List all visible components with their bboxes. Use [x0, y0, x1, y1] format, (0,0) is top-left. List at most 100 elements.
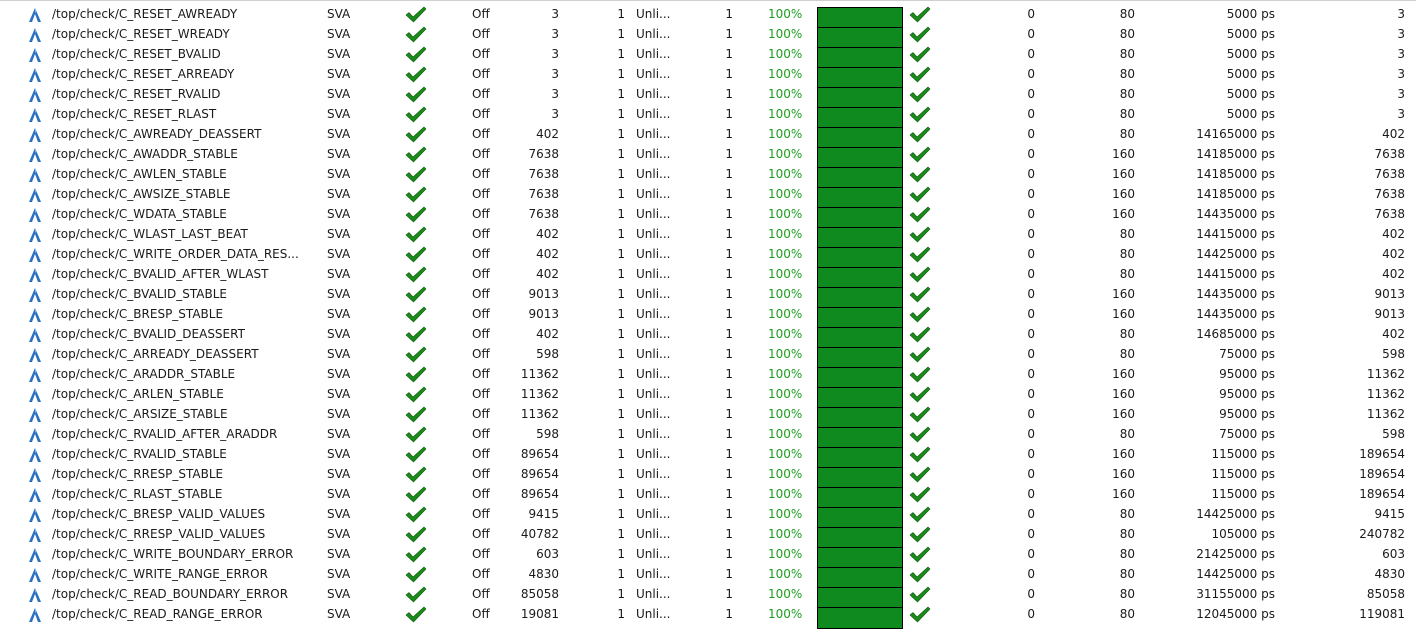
assertion-icon — [27, 247, 43, 267]
assertion-name[interactable]: /top/check/C_AWADDR_STABLE — [52, 147, 238, 161]
enable-value: Off — [472, 207, 490, 221]
green-checkmark-icon — [405, 106, 427, 126]
table-row[interactable]: /top/check/C_RVALID_AFTER_ARADDR SVA Off 59… — [0, 424, 1416, 449]
green-checkmark-icon — [405, 566, 427, 586]
table-row[interactable]: /top/check/C_WDATA_STABLE SVA Off 7638 1 Unli… — [0, 204, 1416, 229]
assertion-name[interactable]: /top/check/C_READ_BOUNDARY_ERROR — [52, 587, 289, 601]
peak-time: 14435000 ps — [1196, 307, 1275, 321]
green-checkmark-icon — [909, 506, 931, 526]
green-checkmark-icon — [909, 126, 931, 146]
table-row[interactable]: /top/check/C_RRESP_STABLE SVA Off 89654 1 Unl… — [0, 464, 1416, 489]
failure-count: 7638 — [528, 147, 559, 161]
assertion-type: SVA — [327, 247, 351, 261]
failure-count: 3 — [551, 107, 559, 121]
assertion-name[interactable]: /top/check/C_WRITE_ORDER_DATA_RES... — [52, 247, 299, 261]
assertion-name[interactable]: /top/check/C_BRESP_STABLE — [52, 307, 224, 321]
assertion-name[interactable]: /top/check/C_RLAST_STABLE — [52, 487, 223, 501]
assertion-icon — [27, 347, 43, 367]
table-row[interactable]: /top/check/C_RVALID_STABLE SVA Off 89654 1 Un… — [0, 444, 1416, 469]
assertion-name[interactable]: /top/check/C_BVALID_DEASSERT — [52, 327, 245, 341]
zero-value: 0 — [1027, 7, 1035, 21]
assertion-icon — [27, 387, 43, 407]
table-row[interactable]: /top/check/C_AWREADY_DEASSERT SVA Off 402 1 U… — [0, 124, 1416, 149]
attempt-value: 1 — [725, 287, 733, 301]
assertion-name[interactable]: /top/check/C_RESET_RVALID — [52, 87, 221, 101]
table-row[interactable]: /top/check/C_RRESP_VALID_VALUES SVA Off 407… — [0, 524, 1416, 549]
assertion-name[interactable]: /top/check/C_RRESP_VALID_VALUES — [52, 527, 266, 541]
assertion-icon — [27, 27, 43, 47]
assertion-name[interactable]: /top/check/C_WRITE_RANGE_ERROR — [52, 567, 268, 581]
assertion-name[interactable]: /top/check/C_READ_RANGE_ERROR — [52, 607, 263, 621]
table-row[interactable]: /top/check/C_RESET_BVALID SVA Off 3 1 Unli...… — [0, 44, 1416, 69]
assertion-name[interactable]: /top/check/C_BVALID_STABLE — [52, 287, 228, 301]
table-row[interactable]: /top/check/C_RESET_RLAST SVA Off 3 1 Unli... 1… — [0, 104, 1416, 129]
assertion-name[interactable]: /top/check/C_ARLEN_STABLE — [52, 387, 224, 401]
coverage-percent: 100% — [768, 207, 803, 221]
assertion-name[interactable]: /top/check/C_AWSIZE_STABLE — [52, 187, 231, 201]
coverage-percent: 100% — [768, 547, 803, 561]
table-row[interactable]: /top/check/C_RESET_ARREADY SVA Off 3 1 Unli..… — [0, 64, 1416, 89]
peak-time: 14425000 ps — [1196, 507, 1275, 521]
table-row[interactable]: /top/check/C_READ_RANGE_ERROR SVA Off 19081… — [0, 604, 1416, 629]
assertion-name[interactable]: /top/check/C_WLAST_LAST_BEAT — [52, 227, 248, 241]
table-row[interactable]: /top/check/C_BRESP_STABLE SVA Off 9013 1 Unli… — [0, 304, 1416, 329]
table-row[interactable]: /top/check/C_WRITE_RANGE_ERROR SVA Off 4830… — [0, 564, 1416, 589]
assertion-type: SVA — [327, 87, 351, 101]
table-row[interactable]: /top/check/C_WLAST_LAST_BEAT SVA Off 402 1 Un… — [0, 224, 1416, 249]
table-row[interactable]: /top/check/C_WRITE_ORDER_DATA_RES... SVA O… — [0, 244, 1416, 269]
assertion-name[interactable]: /top/check/C_RESET_RLAST — [52, 107, 217, 121]
assertion-name[interactable]: /top/check/C_RESET_AWREADY — [52, 7, 238, 21]
table-row[interactable]: /top/check/C_WRITE_BOUNDARY_ERROR SVA Off 6… — [0, 544, 1416, 569]
assertion-name[interactable]: /top/check/C_WRITE_BOUNDARY_ERROR — [52, 547, 294, 561]
table-row[interactable]: /top/check/C_AWLEN_STABLE SVA Off 7638 1 Unli… — [0, 164, 1416, 189]
table-row[interactable]: /top/check/C_BVALID_AFTER_WLAST SVA Off 402… — [0, 264, 1416, 289]
assertion-name[interactable]: /top/check/C_ARREADY_DEASSERT — [52, 347, 259, 361]
pass-count: 240782 — [1359, 527, 1405, 541]
table-row[interactable]: /top/check/C_BVALID_STABLE SVA Off 9013 1 Unl… — [0, 284, 1416, 309]
failure-count: 7638 — [528, 207, 559, 221]
assertion-name[interactable]: /top/check/C_RESET_WREADY — [52, 27, 230, 41]
assertion-name[interactable]: /top/check/C_ARADDR_STABLE — [52, 367, 236, 381]
table-row[interactable]: /top/check/C_BRESP_VALID_VALUES SVA Off 941… — [0, 504, 1416, 529]
assertion-name[interactable]: /top/check/C_AWREADY_DEASSERT — [52, 127, 262, 141]
pass-count: 11362 — [1366, 387, 1405, 401]
table-row[interactable]: /top/check/C_READ_BOUNDARY_ERROR SVA Off 85… — [0, 584, 1416, 609]
assertion-name[interactable]: /top/check/C_WDATA_STABLE — [52, 207, 227, 221]
enable-value: Off — [472, 67, 490, 81]
assertion-name[interactable]: /top/check/C_RVALID_STABLE — [52, 447, 227, 461]
pass-count: 189654 — [1359, 447, 1405, 461]
table-row[interactable]: /top/check/C_RLAST_STABLE SVA Off 89654 1 Unl… — [0, 484, 1416, 509]
table-row[interactable]: /top/check/C_ARLEN_STABLE SVA Off 11362 1 Unl… — [0, 384, 1416, 409]
assertion-name[interactable]: /top/check/C_RVALID_AFTER_ARADDR — [52, 427, 278, 441]
peak-time: 14435000 ps — [1196, 287, 1275, 301]
enable-value: Off — [472, 507, 490, 521]
green-checkmark-icon — [909, 86, 931, 106]
green-checkmark-icon — [909, 486, 931, 506]
table-row[interactable]: /top/check/C_RESET_WREADY SVA Off 3 1 Unli...… — [0, 24, 1416, 49]
green-checkmark-icon — [405, 246, 427, 266]
limit-value: 1 — [617, 547, 625, 561]
table-row[interactable]: /top/check/C_RESET_AWREADY SVA Off 3 1 Unli..… — [0, 4, 1416, 29]
table-row[interactable]: /top/check/C_ARADDR_STABLE SVA Off 11362 1 Un… — [0, 364, 1416, 389]
table-row[interactable]: /top/check/C_BVALID_DEASSERT SVA Off 402 1 Un… — [0, 324, 1416, 349]
assertion-name[interactable]: /top/check/C_BRESP_VALID_VALUES — [52, 507, 266, 521]
action-value: Unli... — [636, 7, 671, 21]
table-row[interactable]: /top/check/C_AWADDR_STABLE SVA Off 7638 1 Unl… — [0, 144, 1416, 169]
table-row[interactable]: /top/check/C_ARSIZE_STABLE SVA Off 11362 1 Un… — [0, 404, 1416, 429]
assertion-name[interactable]: /top/check/C_ARSIZE_STABLE — [52, 407, 228, 421]
table-row[interactable]: /top/check/C_RESET_RVALID SVA Off 3 1 Unli...… — [0, 84, 1416, 109]
table-row[interactable]: /top/check/C_AWSIZE_STABLE SVA Off 7638 1 Unl… — [0, 184, 1416, 209]
peak-time: 14685000 ps — [1196, 327, 1275, 341]
table-row[interactable]: /top/check/C_ARREADY_DEASSERT SVA Off 598 1 U… — [0, 344, 1416, 369]
pass-count: 598 — [1382, 347, 1405, 361]
green-checkmark-icon — [405, 266, 427, 286]
failure-count: 9013 — [528, 307, 559, 321]
assertion-name[interactable]: /top/check/C_RESET_BVALID — [52, 47, 221, 61]
assertion-type: SVA — [327, 287, 351, 301]
attempt-value: 1 — [725, 227, 733, 241]
assertion-name[interactable]: /top/check/C_AWLEN_STABLE — [52, 167, 227, 181]
assertion-name[interactable]: /top/check/C_RRESP_STABLE — [52, 467, 224, 481]
assertion-name[interactable]: /top/check/C_BVALID_AFTER_WLAST — [52, 267, 269, 281]
assertion-icon — [27, 67, 43, 87]
assertion-name[interactable]: /top/check/C_RESET_ARREADY — [52, 67, 235, 81]
